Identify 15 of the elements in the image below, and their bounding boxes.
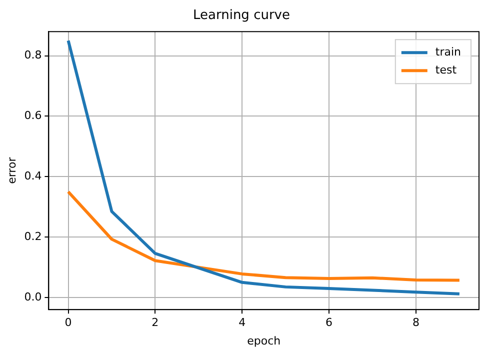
x-tick-label: 4 [238,316,246,330]
x-axis-title: epoch [247,334,281,348]
x-tick-label: 2 [152,316,159,330]
y-tick-label: 0.0 [24,290,42,304]
y-tick-label: 0.2 [24,230,42,243]
y-tick-label: 0.4 [24,170,42,183]
y-axis-title: error [5,156,18,184]
legend-label: test [435,63,458,76]
x-tick-label: 8 [412,316,420,330]
legend-label: train [435,45,462,58]
chart-title: Learning curve [193,8,290,24]
x-tick-label: 0 [64,316,72,330]
y-tick-label: 0.8 [24,48,42,62]
y-tick-label: 0.6 [24,109,42,122]
x-tick-label: 6 [326,316,333,330]
